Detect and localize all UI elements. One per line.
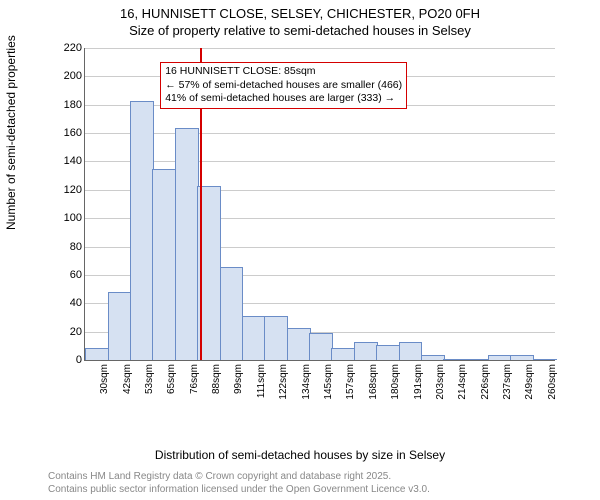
annotation-line: ← 57% of semi-detached houses are smalle… xyxy=(165,79,402,93)
x-tick-label: 157sqm xyxy=(345,364,356,400)
y-tick-label: 200 xyxy=(52,70,82,82)
histogram-bar xyxy=(175,128,199,360)
y-tick-label: 120 xyxy=(52,184,82,196)
histogram-bar xyxy=(108,292,132,360)
histogram-bar xyxy=(488,355,512,360)
y-tick-label: 80 xyxy=(52,241,82,253)
x-tick-label: 180sqm xyxy=(390,364,401,400)
x-tick-label: 122sqm xyxy=(278,364,289,400)
histogram-bar xyxy=(443,359,467,360)
y-axis-label: Number of semi-detached properties xyxy=(4,35,18,230)
x-tick-label: 42sqm xyxy=(122,364,133,394)
y-tick-label: 160 xyxy=(52,127,82,139)
annotation-line: 16 HUNNISETT CLOSE: 85sqm xyxy=(165,65,402,79)
x-tick-label: 30sqm xyxy=(99,364,110,394)
title-line1: 16, HUNNISETT CLOSE, SELSEY, CHICHESTER,… xyxy=(0,6,600,23)
annotation-box: 16 HUNNISETT CLOSE: 85sqm← 57% of semi-d… xyxy=(160,62,407,109)
x-tick-label: 65sqm xyxy=(166,364,177,394)
gridline xyxy=(85,133,555,134)
x-tick-label: 226sqm xyxy=(480,364,491,400)
histogram-bar xyxy=(533,359,557,360)
y-tick-label: 220 xyxy=(52,42,82,54)
histogram-bar xyxy=(130,101,154,360)
x-axis-label: Distribution of semi-detached houses by … xyxy=(0,448,600,462)
x-tick-label: 145sqm xyxy=(323,364,334,400)
x-tick-label: 203sqm xyxy=(435,364,446,400)
x-tick-label: 99sqm xyxy=(233,364,244,394)
title-line2: Size of property relative to semi-detach… xyxy=(0,23,600,40)
x-tick-label: 191sqm xyxy=(413,364,424,400)
x-tick-label: 168sqm xyxy=(368,364,379,400)
y-tick-label: 100 xyxy=(52,212,82,224)
histogram-bar xyxy=(242,316,266,360)
title-block: 16, HUNNISETT CLOSE, SELSEY, CHICHESTER,… xyxy=(0,0,600,40)
y-tick-label: 140 xyxy=(52,155,82,167)
histogram-bar xyxy=(510,355,534,360)
gridline xyxy=(85,48,555,49)
chart-area: 16 HUNNISETT CLOSE: 85sqm← 57% of semi-d… xyxy=(48,48,558,408)
footer-line1: Contains HM Land Registry data © Crown c… xyxy=(48,471,430,484)
y-tick-label: 180 xyxy=(52,99,82,111)
x-tick-label: 249sqm xyxy=(524,364,535,400)
x-tick-label: 134sqm xyxy=(301,364,312,400)
x-tick-label: 88sqm xyxy=(211,364,222,394)
histogram-bar xyxy=(309,333,333,360)
annotation-line: 41% of semi-detached houses are larger (… xyxy=(165,92,402,106)
histogram-bar xyxy=(421,355,445,360)
histogram-bar xyxy=(220,267,244,360)
x-tick-label: 76sqm xyxy=(189,364,200,394)
y-tick-label: 0 xyxy=(52,354,82,366)
footer-line2: Contains public sector information licen… xyxy=(48,484,430,497)
gridline xyxy=(85,161,555,162)
y-tick-label: 60 xyxy=(52,269,82,281)
histogram-bar xyxy=(331,348,355,360)
histogram-bar xyxy=(85,348,109,360)
histogram-bar xyxy=(466,359,490,360)
x-tick-label: 260sqm xyxy=(547,364,558,400)
y-tick-label: 20 xyxy=(52,326,82,338)
x-tick-label: 111sqm xyxy=(256,364,267,398)
histogram-bar xyxy=(376,345,400,360)
x-tick-label: 237sqm xyxy=(502,364,513,400)
plot-area: 16 HUNNISETT CLOSE: 85sqm← 57% of semi-d… xyxy=(84,48,555,361)
histogram-bar xyxy=(264,316,288,360)
histogram-bar xyxy=(399,342,423,360)
x-tick-label: 214sqm xyxy=(457,364,468,400)
chart-container: 16, HUNNISETT CLOSE, SELSEY, CHICHESTER,… xyxy=(0,0,600,500)
histogram-bar xyxy=(152,169,176,360)
x-tick-label: 53sqm xyxy=(144,364,155,394)
y-tick-label: 40 xyxy=(52,297,82,309)
histogram-bar xyxy=(287,328,311,360)
footer-attribution: Contains HM Land Registry data © Crown c… xyxy=(48,471,430,496)
histogram-bar xyxy=(354,342,378,360)
